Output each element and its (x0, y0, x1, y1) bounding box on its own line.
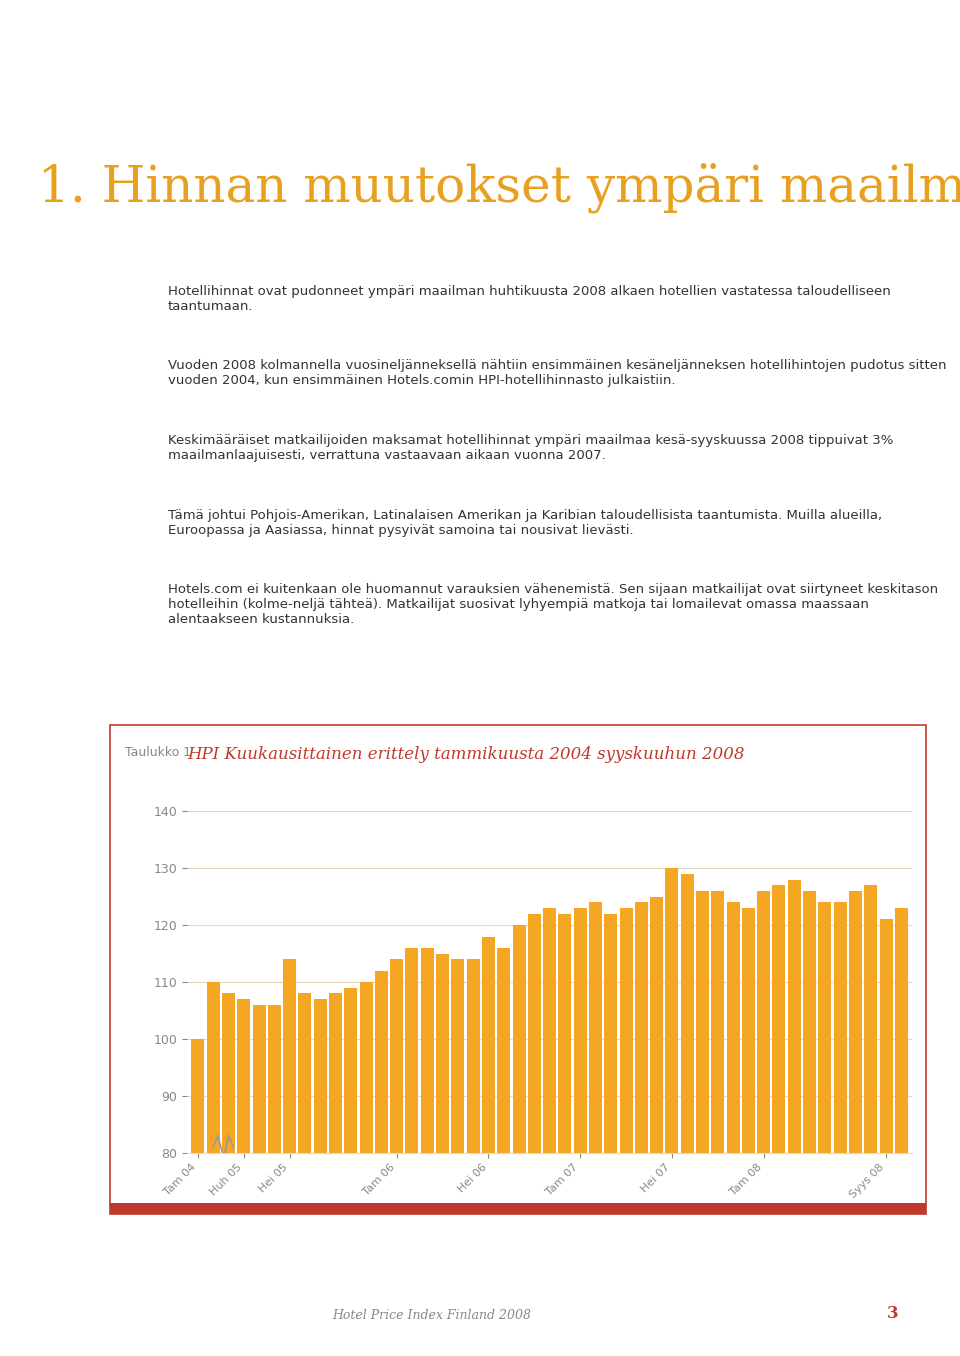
FancyBboxPatch shape (110, 725, 926, 1214)
Bar (681, 875, 694, 1356)
Bar (849, 891, 862, 1356)
Bar (345, 987, 357, 1356)
Text: Taulukko 1: Taulukko 1 (125, 746, 195, 759)
Bar (314, 999, 326, 1356)
Bar (589, 902, 602, 1356)
Bar (252, 1005, 266, 1356)
Text: 3: 3 (887, 1304, 899, 1322)
Bar (237, 999, 251, 1356)
Bar (482, 937, 495, 1356)
Text: Hotel Price Index Finland 2008: Hotel Price Index Finland 2008 (332, 1309, 532, 1322)
Bar (818, 902, 831, 1356)
Bar (665, 868, 679, 1356)
Bar (375, 971, 388, 1356)
Text: HPI Kuukausittainen erittely tammikuusta 2004 syyskuuhun 2008: HPI Kuukausittainen erittely tammikuusta… (187, 746, 745, 763)
Bar (420, 948, 434, 1356)
Text: Hotellihinnat ovat pudonneet ympäri maailman huhtikuusta 2008 alkaen hotellien v: Hotellihinnat ovat pudonneet ympäri maai… (168, 285, 891, 313)
Bar (360, 982, 372, 1356)
Bar (574, 909, 587, 1356)
Bar (405, 948, 419, 1356)
Text: Keskimääräiset matkailijoiden maksamat hotellihinnat ympäri maailmaa kesä-syysku: Keskimääräiset matkailijoiden maksamat h… (168, 434, 894, 462)
Bar (804, 891, 816, 1356)
Bar (543, 909, 556, 1356)
Bar (559, 914, 571, 1356)
Bar (329, 994, 342, 1356)
Text: Vuoden 2008 kolmannella vuosineljänneksellä nähtiin ensimmäinen kesäneljänneksen: Vuoden 2008 kolmannella vuosineljännekse… (168, 359, 947, 388)
Bar (757, 891, 770, 1356)
Bar (390, 959, 403, 1356)
Bar (268, 1005, 281, 1356)
Bar (191, 1039, 204, 1356)
Bar (513, 925, 525, 1356)
Bar (742, 909, 755, 1356)
Bar (879, 919, 893, 1356)
Bar (895, 909, 908, 1356)
Text: 1. Hinnan muutokset ympäri maailman: 1. Hinnan muutokset ympäri maailman (38, 163, 960, 213)
Bar (206, 982, 220, 1356)
Bar (451, 959, 465, 1356)
Bar (497, 948, 510, 1356)
Bar (436, 953, 449, 1356)
Bar (788, 880, 801, 1356)
Bar (696, 891, 709, 1356)
Bar (604, 914, 617, 1356)
Bar (299, 994, 311, 1356)
Bar (110, 1203, 926, 1214)
Bar (727, 902, 739, 1356)
Text: Tämä johtui Pohjois-Amerikan, Latinalaisen Amerikan ja Karibian taloudellisista : Tämä johtui Pohjois-Amerikan, Latinalais… (168, 508, 882, 537)
Bar (650, 896, 663, 1356)
Bar (833, 902, 847, 1356)
Bar (619, 909, 633, 1356)
Bar (635, 902, 648, 1356)
Bar (773, 885, 785, 1356)
Bar (864, 885, 877, 1356)
Text: Hotels.com ei kuitenkaan ole huomannut varauksien vähenemistä. Sen sijaan matkai: Hotels.com ei kuitenkaan ole huomannut v… (168, 583, 938, 626)
Bar (467, 959, 480, 1356)
Bar (283, 959, 296, 1356)
Bar (222, 994, 235, 1356)
Bar (528, 914, 540, 1356)
Bar (711, 891, 724, 1356)
